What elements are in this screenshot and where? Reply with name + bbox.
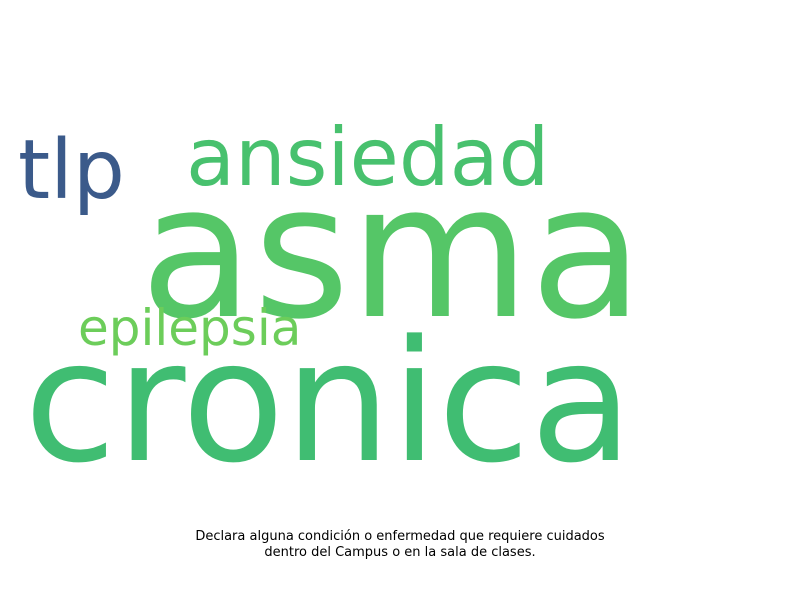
word-tlp: tlp <box>18 123 125 218</box>
caption-line-2: dentro del Campus o en la sala de clases… <box>264 545 536 560</box>
word-ansiedad: ansiedad <box>186 111 550 204</box>
word-asma: asma <box>140 144 644 360</box>
caption: Declara alguna condición o enfermedad qu… <box>0 529 800 561</box>
word-epilepsia: epilepsia <box>78 299 302 357</box>
caption-line-1: Declara alguna condición o enfermedad qu… <box>195 529 605 544</box>
word-cronica: cronica <box>24 304 633 500</box>
